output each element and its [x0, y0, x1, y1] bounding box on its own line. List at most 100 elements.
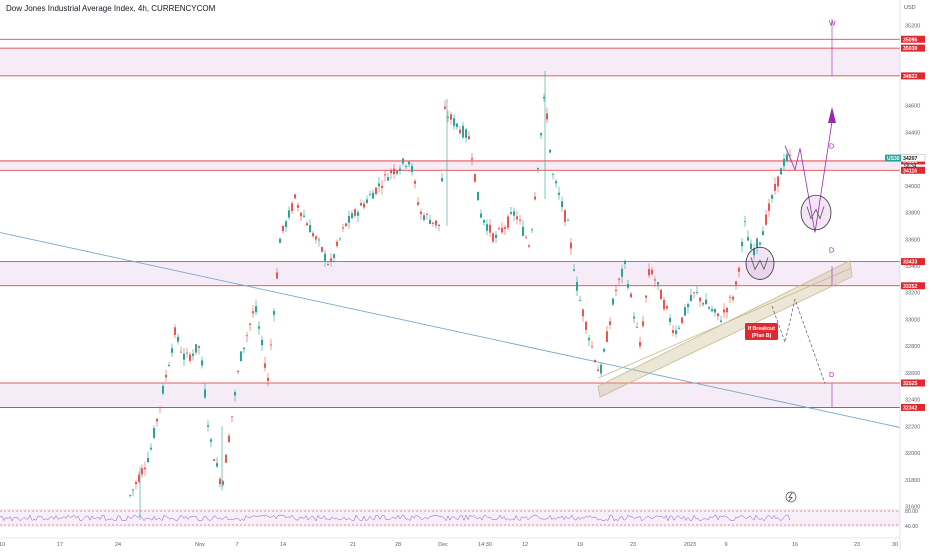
candle[interactable] [540, 132, 542, 140]
candle[interactable] [132, 488, 134, 497]
candle[interactable] [375, 187, 377, 196]
candle[interactable] [495, 230, 497, 244]
candle[interactable] [357, 209, 359, 223]
candle[interactable] [153, 425, 155, 440]
candle[interactable] [768, 198, 770, 217]
candle[interactable] [573, 264, 575, 272]
candle[interactable] [201, 356, 203, 369]
candle[interactable] [726, 307, 728, 319]
candle[interactable] [612, 297, 614, 306]
candle[interactable] [228, 433, 230, 443]
candle[interactable] [741, 238, 743, 253]
candle[interactable] [582, 308, 584, 322]
candle[interactable] [561, 196, 563, 212]
candle[interactable] [189, 352, 191, 364]
alert-icon[interactable] [785, 491, 797, 503]
candle[interactable] [450, 111, 452, 125]
candle[interactable] [351, 210, 353, 219]
candle[interactable] [627, 280, 629, 291]
drawings-layer[interactable]: W D D D If Breakout(Plan B) [597, 18, 853, 503]
candle[interactable] [696, 286, 698, 296]
candle[interactable] [405, 165, 407, 169]
candle[interactable] [348, 211, 350, 229]
candle[interactable] [636, 322, 638, 329]
candle[interactable] [771, 193, 773, 203]
candle[interactable] [717, 313, 719, 321]
candle[interactable] [705, 293, 707, 305]
candle[interactable] [759, 241, 761, 248]
candle[interactable] [261, 335, 263, 351]
candle[interactable] [243, 347, 245, 354]
time-axis[interactable]: 10 17 24 Nov 7 14 21 28 Dec 14:30 12 19 23 2023 9 16 23 3… [0, 537, 900, 548]
candle[interactable] [288, 206, 290, 221]
candle[interactable] [630, 291, 632, 299]
candle[interactable] [471, 153, 473, 166]
candle[interactable] [159, 406, 161, 414]
candle[interactable] [417, 197, 419, 207]
candle[interactable] [297, 202, 299, 212]
candle[interactable] [219, 476, 221, 488]
candle[interactable] [165, 369, 167, 382]
candle[interactable] [744, 215, 746, 227]
candle[interactable] [180, 346, 182, 353]
candle[interactable] [660, 288, 662, 300]
candle[interactable] [195, 344, 197, 355]
candle[interactable] [525, 234, 527, 239]
candle[interactable] [366, 195, 368, 205]
candle[interactable] [522, 220, 524, 237]
candle[interactable] [486, 219, 488, 236]
candle[interactable] [372, 189, 374, 199]
candle[interactable] [474, 173, 476, 183]
candle[interactable] [330, 252, 332, 267]
candle[interactable] [594, 359, 596, 364]
candle[interactable] [426, 212, 428, 220]
candle[interactable] [273, 307, 275, 322]
candle[interactable] [720, 315, 722, 323]
candle[interactable] [510, 206, 512, 216]
candle[interactable] [615, 284, 617, 297]
candle[interactable] [231, 416, 233, 423]
candle[interactable] [444, 100, 446, 111]
candle[interactable] [285, 219, 287, 232]
candle[interactable] [144, 461, 146, 476]
candle[interactable] [642, 315, 644, 328]
candle[interactable] [735, 280, 737, 290]
candle[interactable] [381, 180, 383, 195]
candle[interactable] [177, 333, 179, 345]
candle[interactable] [327, 261, 329, 266]
candle[interactable] [225, 453, 227, 463]
candle[interactable] [294, 193, 296, 200]
candle[interactable] [141, 464, 143, 478]
candle[interactable] [183, 347, 185, 367]
candle[interactable] [447, 110, 449, 123]
candle[interactable] [399, 165, 401, 175]
candle[interactable] [507, 214, 509, 230]
candle[interactable] [345, 222, 347, 228]
candle[interactable] [435, 220, 437, 229]
candle[interactable] [492, 232, 494, 244]
candle[interactable] [282, 225, 284, 234]
candle[interactable] [429, 214, 431, 225]
candle[interactable] [378, 177, 380, 193]
candle[interactable] [666, 305, 668, 311]
candle[interactable] [528, 243, 530, 248]
candle[interactable] [789, 148, 791, 163]
candle[interactable] [576, 276, 578, 296]
candle[interactable] [237, 369, 239, 375]
candle[interactable] [606, 325, 608, 343]
candle[interactable] [549, 149, 551, 154]
candle[interactable] [156, 417, 158, 427]
candle[interactable] [342, 223, 344, 232]
candle[interactable] [396, 169, 398, 176]
candle[interactable] [336, 239, 338, 249]
candle[interactable] [501, 222, 503, 235]
candle[interactable] [255, 300, 257, 316]
candle[interactable] [306, 220, 308, 226]
candle[interactable] [678, 325, 680, 330]
candle[interactable] [690, 288, 692, 302]
price-axis[interactable]: USD 31600 31800 32000 32200 32400 32600 32800 33… [885, 0, 932, 550]
candle[interactable] [318, 237, 320, 247]
candle[interactable] [570, 238, 572, 255]
candle[interactable] [186, 347, 188, 358]
